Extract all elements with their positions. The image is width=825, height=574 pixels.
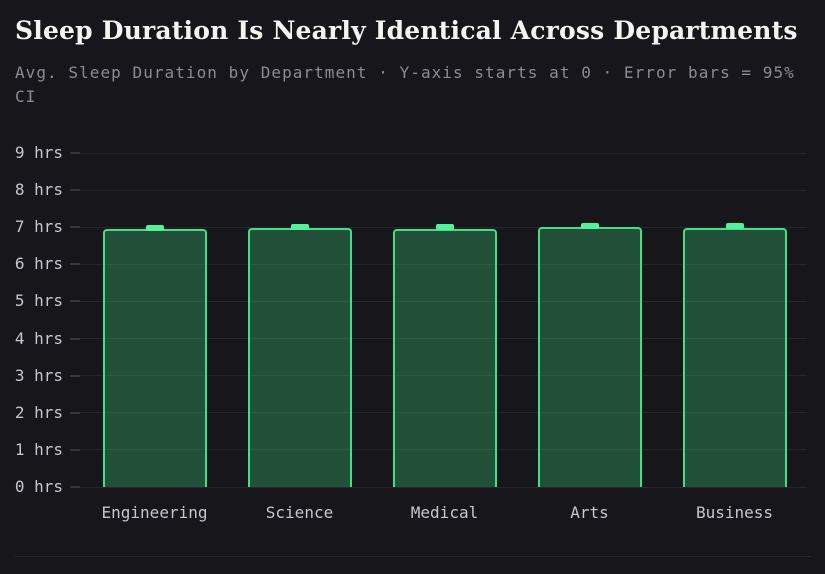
- gridline: [70, 300, 807, 302]
- y-axis-label: 0 hrs: [14, 477, 63, 496]
- error-bar-arts: [580, 222, 599, 229]
- y-tick-mark: [70, 226, 80, 229]
- y-axis-label: 3 hrs: [14, 365, 63, 385]
- y-tick-mark: [70, 448, 80, 451]
- x-axis-label-medical: Medical: [410, 503, 479, 522]
- bar-arts: [537, 227, 642, 487]
- y-tick-mark: [70, 374, 80, 377]
- bar-business: [682, 227, 787, 487]
- footer-divider: [15, 556, 811, 557]
- y-tick-mark: [70, 337, 80, 340]
- chart-title: Sleep Duration Is Nearly Identical Acros…: [15, 16, 798, 45]
- gridline: [70, 486, 807, 488]
- gridline: [70, 189, 807, 191]
- gridline: [70, 412, 807, 414]
- x-axis-label-business: Business: [695, 503, 774, 522]
- gridline: [70, 263, 807, 265]
- error-bar-science: [290, 223, 309, 230]
- y-tick-mark: [70, 300, 80, 303]
- y-axis-label: 1 hrs: [14, 439, 63, 459]
- gridline: [70, 338, 807, 340]
- gridline: [70, 375, 807, 377]
- gridline: [70, 449, 807, 451]
- y-axis-label: 4 hrs: [14, 328, 63, 348]
- y-tick-mark: [70, 189, 80, 192]
- error-bar-medical: [435, 224, 454, 231]
- y-axis-label: 8 hrs: [14, 180, 63, 200]
- error-bar-business: [725, 223, 744, 230]
- bar-medical: [392, 228, 497, 487]
- y-tick-mark: [70, 486, 80, 488]
- chart-subtitle: Avg. Sleep Duration by Department · Y-ax…: [15, 63, 795, 106]
- x-axis-label-science: Science: [265, 503, 334, 522]
- bar-science: [247, 227, 352, 487]
- y-axis-label: 9 hrs: [14, 143, 63, 162]
- error-bar-engineering: [145, 224, 164, 231]
- y-tick-mark: [70, 152, 80, 154]
- y-axis-label: 7 hrs: [14, 217, 63, 237]
- y-axis-label: 2 hrs: [14, 402, 63, 422]
- y-tick-mark: [70, 411, 80, 414]
- y-axis-label: 5 hrs: [14, 291, 63, 311]
- gridline: [70, 152, 807, 154]
- y-axis-label: 6 hrs: [14, 254, 63, 274]
- bar-engineering: [102, 229, 207, 487]
- x-axis-label-arts: Arts: [570, 503, 609, 522]
- x-axis-label-engineering: Engineering: [101, 503, 208, 522]
- y-tick-mark: [70, 263, 80, 266]
